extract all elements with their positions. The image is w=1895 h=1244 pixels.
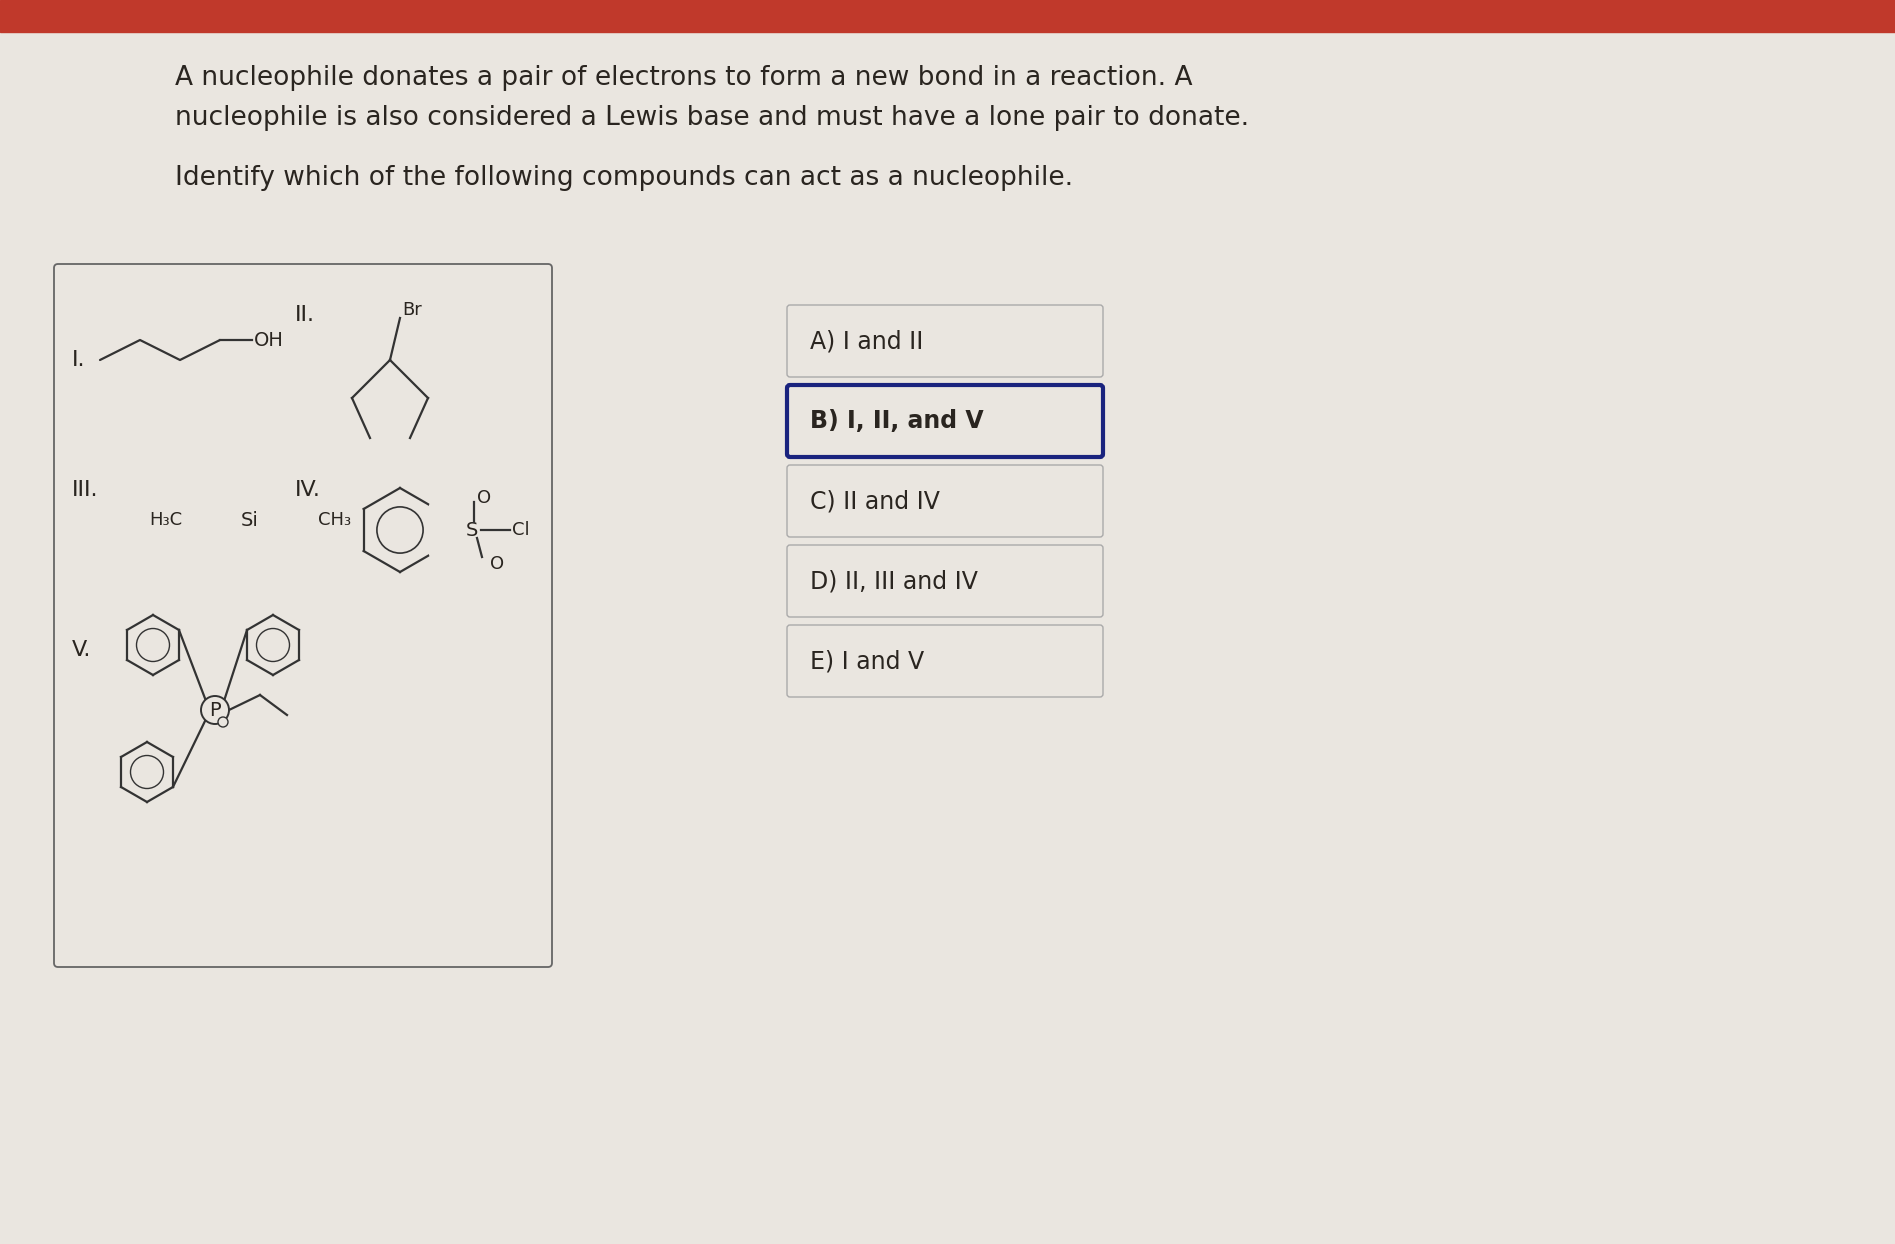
Text: CH₃: CH₃ (233, 569, 267, 586)
Text: H₃C: H₃C (150, 511, 182, 529)
Text: D) II, III and IV: D) II, III and IV (809, 569, 978, 593)
Circle shape (218, 717, 227, 726)
Text: Br: Br (402, 301, 423, 318)
Text: OH: OH (254, 331, 284, 350)
FancyBboxPatch shape (786, 624, 1103, 697)
Text: nucleophile is also considered a Lewis base and must have a lone pair to donate.: nucleophile is also considered a Lewis b… (174, 104, 1249, 131)
Text: B) I, II, and V: B) I, II, and V (809, 409, 984, 433)
FancyBboxPatch shape (786, 305, 1103, 377)
Text: V.: V. (72, 639, 91, 661)
Text: Si: Si (241, 510, 260, 530)
Text: A) I and II: A) I and II (809, 328, 923, 353)
FancyBboxPatch shape (53, 264, 551, 967)
Text: O: O (478, 489, 491, 508)
Bar (0, 0, 1895, 32)
Text: CH₃: CH₃ (233, 454, 267, 471)
Text: Cl: Cl (512, 521, 529, 539)
FancyBboxPatch shape (786, 384, 1103, 457)
Text: O: O (491, 555, 504, 573)
FancyBboxPatch shape (786, 545, 1103, 617)
FancyBboxPatch shape (786, 465, 1103, 537)
Text: CH₃: CH₃ (318, 511, 351, 529)
Text: P: P (208, 700, 222, 719)
Text: E) I and V: E) I and V (809, 649, 925, 673)
Text: S: S (466, 520, 478, 540)
Text: II.: II. (296, 305, 315, 325)
Text: A nucleophile donates a pair of electrons to form a new bond in a reaction. A: A nucleophile donates a pair of electron… (174, 65, 1192, 91)
Text: III.: III. (72, 480, 99, 500)
Text: I.: I. (72, 350, 85, 369)
Circle shape (201, 695, 229, 724)
Text: C) II and IV: C) II and IV (809, 489, 940, 513)
Text: IV.: IV. (296, 480, 320, 500)
Text: Identify which of the following compounds can act as a nucleophile.: Identify which of the following compound… (174, 165, 1073, 192)
